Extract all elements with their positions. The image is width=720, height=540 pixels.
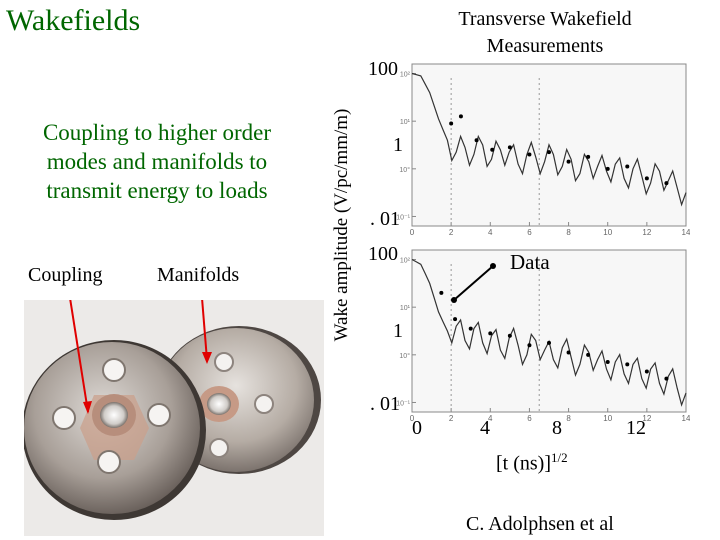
x-axis-label: [t (ns)]1/2 <box>496 450 568 476</box>
data-annotation <box>451 263 496 303</box>
data-point <box>449 121 454 126</box>
y-tick-bottom-1: 1 <box>393 320 403 342</box>
data-point <box>547 150 551 155</box>
data-point <box>664 376 669 381</box>
x-axis-label-text: [t (ns)] <box>496 452 551 475</box>
annotation-arrow-start <box>451 297 457 303</box>
inner-y-tick-label: 10⁻¹ <box>396 400 410 407</box>
data-point <box>605 359 610 364</box>
inner-x-tick-label: 4 <box>488 414 493 423</box>
data-point <box>605 166 610 171</box>
coupling-arrowhead <box>83 401 92 414</box>
y-tick-bottom-001: . 01 <box>370 393 400 415</box>
inner-y-tick-label: 10¹ <box>400 119 411 126</box>
inner-y-tick-label: 10² <box>400 258 411 265</box>
data-point <box>566 159 571 164</box>
series-line <box>411 72 687 207</box>
data-point <box>468 326 473 331</box>
data-annotation-label: Data <box>510 250 550 274</box>
y-axis-label: Wake amplitude (V/pc/mm/m) <box>331 108 352 342</box>
inner-y-tick-label: 10° <box>399 352 410 360</box>
data-point <box>625 164 630 169</box>
inner-x-tick-label: 0 <box>410 228 415 237</box>
data-point <box>625 362 630 367</box>
manifolds-arrow <box>201 300 208 361</box>
manifolds-arrowhead <box>202 352 212 364</box>
x-tick-8: 8 <box>552 417 562 439</box>
y-tick-top-1: 1 <box>393 134 403 156</box>
front-disc <box>24 340 206 520</box>
y-axis-label-container: Wake amplitude (V/pc/mm/m) <box>322 60 362 390</box>
data-point <box>586 154 591 159</box>
inner-x-tick-label: 2 <box>449 228 454 237</box>
inner-x-tick-label: 4 <box>488 228 493 237</box>
annotation-arrow-line <box>453 265 494 301</box>
slide-title: Wakefields <box>6 4 141 37</box>
inner-x-tick-label: 8 <box>566 414 571 423</box>
data-point <box>439 290 444 295</box>
plot-panel-top: 10² 10¹ 10° 10⁻¹0 2 4 6 8 10 12 14 <box>396 63 690 237</box>
x-axis-label-superscript: 1/2 <box>550 450 568 465</box>
data-point <box>586 352 591 357</box>
data-point <box>644 176 649 181</box>
plot-panel-bottom: 10² 10¹ 10° 10⁻¹0 2 4 6 8 10 12 14 <box>396 249 690 423</box>
inner-x-tick-label: 10 <box>603 414 612 423</box>
annotation-arrow-end <box>490 263 496 269</box>
data-point <box>566 350 571 355</box>
data-point <box>507 333 512 338</box>
data-point <box>458 114 463 119</box>
coupling-label: Coupling <box>28 264 103 286</box>
plot-frame <box>411 249 687 413</box>
inner-y-tick-label: 10⁻¹ <box>396 214 410 221</box>
data-point <box>507 145 512 150</box>
accelerator-cell-photo <box>24 300 324 536</box>
inner-x-tick-label: 0 <box>410 414 415 423</box>
x-tick-12: 12 <box>626 417 646 439</box>
data-point <box>547 340 551 345</box>
coupling-arrow <box>69 300 89 413</box>
x-tick-0: 0 <box>412 417 422 439</box>
inner-x-tick-label: 14 <box>682 228 690 237</box>
data-point <box>644 369 649 374</box>
credit-text: C. Adolphsen et al <box>466 513 614 535</box>
body-text: Coupling to higher order modes and manif… <box>42 120 272 203</box>
data-point <box>474 138 479 143</box>
data-point <box>527 152 532 157</box>
y-tick-bottom-100: 100 <box>368 243 398 265</box>
inner-x-tick-label: 8 <box>566 228 571 237</box>
inner-x-tick-label: 2 <box>449 414 454 423</box>
inner-y-tick-label: 10¹ <box>400 305 411 312</box>
chart-title: Transverse Wakefield Measurements <box>458 8 632 57</box>
inner-x-tick-label: 12 <box>642 414 651 423</box>
y-tick-top-001: . 01 <box>370 208 400 230</box>
data-point <box>527 343 532 348</box>
data-point <box>488 331 493 336</box>
y-tick-top-100: 100 <box>368 58 398 80</box>
data-point <box>664 181 669 186</box>
inner-x-tick-label: 12 <box>642 228 651 237</box>
inner-y-tick-label: 10² <box>400 72 411 79</box>
inner-x-tick-label: 10 <box>603 228 612 237</box>
manifolds-label: Manifolds <box>157 264 240 286</box>
data-point <box>490 147 495 152</box>
inner-y-tick-label: 10° <box>399 166 410 174</box>
inner-x-tick-label: 14 <box>682 414 690 423</box>
data-point <box>453 317 458 322</box>
x-tick-4: 4 <box>480 417 490 439</box>
inner-x-tick-label: 6 <box>527 414 532 423</box>
inner-x-tick-label: 6 <box>527 228 532 237</box>
